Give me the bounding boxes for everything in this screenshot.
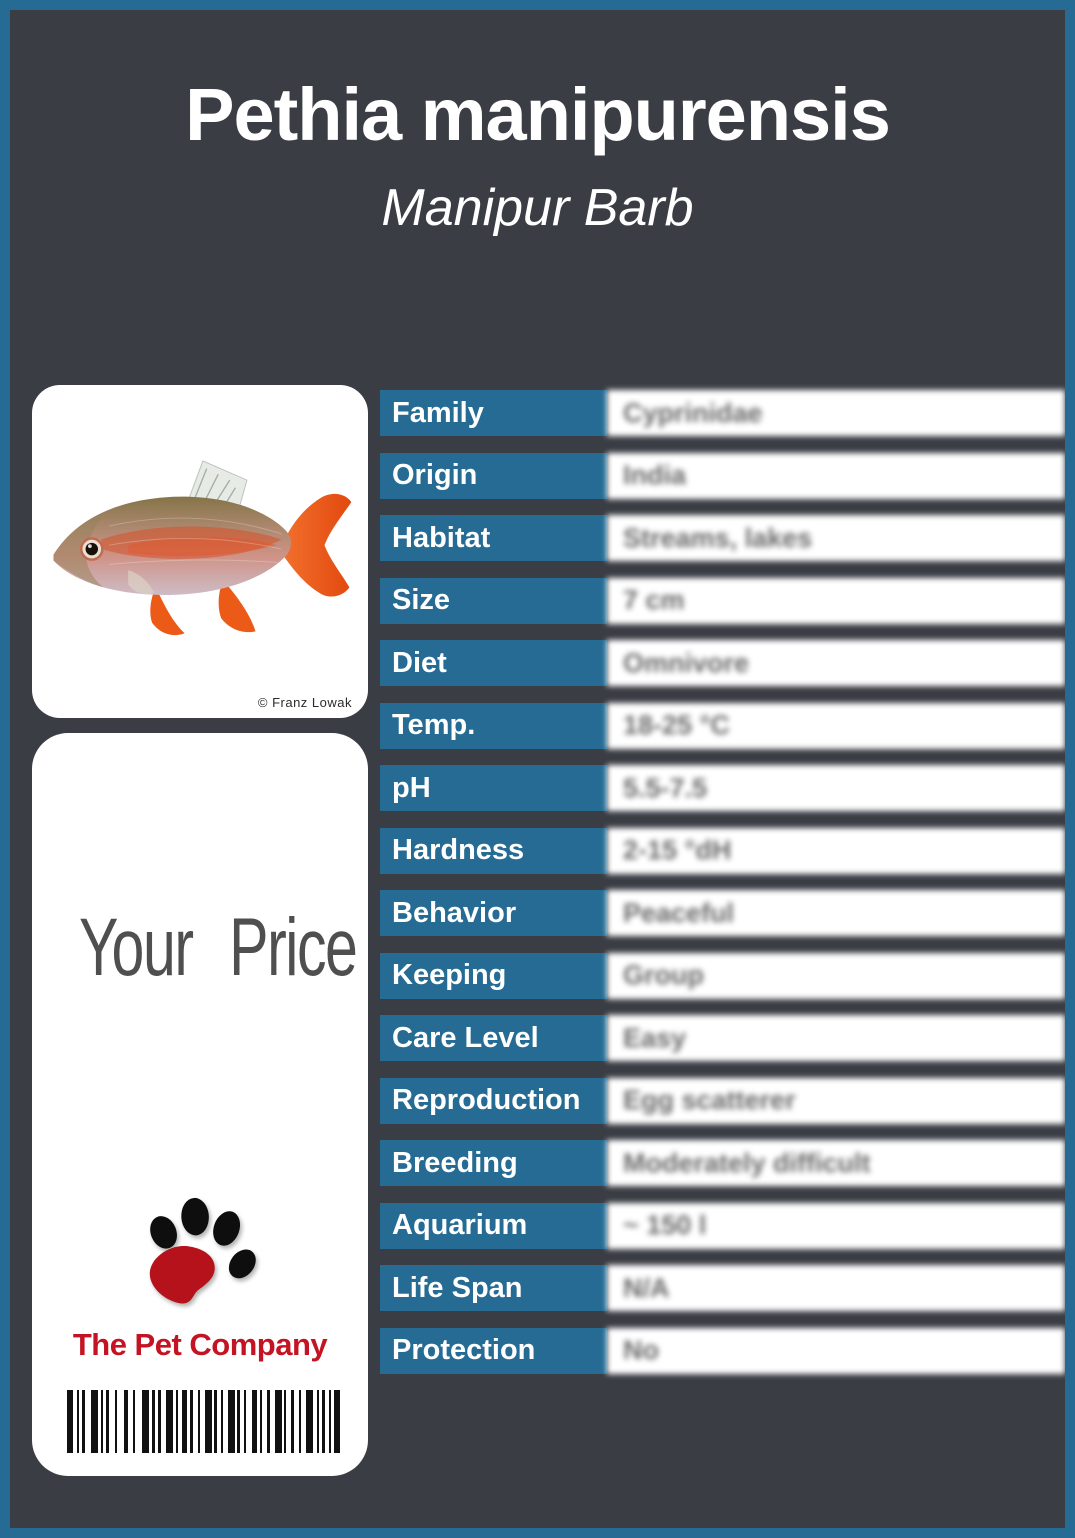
table-row: Aquarium ~ 150 l bbox=[380, 1202, 1065, 1249]
row-label: Origin bbox=[380, 452, 607, 499]
row-value: 2-15 °dH bbox=[607, 827, 1065, 874]
page-subtitle: Manipur Barb bbox=[381, 179, 694, 237]
table-row: pH 5.5-7.5 bbox=[380, 765, 1065, 811]
table-row: Care Level Easy bbox=[380, 1015, 1065, 1061]
row-label: Breeding bbox=[380, 1140, 607, 1186]
row-value: Omnivore bbox=[607, 640, 1065, 686]
row-value: Easy bbox=[607, 1015, 1065, 1061]
table-row: Keeping Group bbox=[380, 952, 1065, 999]
table-row: Origin India bbox=[380, 452, 1065, 499]
table-row: Habitat Streams, lakes bbox=[380, 515, 1065, 561]
table-row: Size 7 cm bbox=[380, 577, 1065, 624]
spec-table: Family Cyprinidae Origin India Habitat S… bbox=[380, 390, 1065, 1374]
table-row: Breeding Moderately difficult bbox=[380, 1140, 1065, 1186]
table-row: Life Span N/A bbox=[380, 1265, 1065, 1311]
row-label: Family bbox=[380, 390, 607, 436]
row-label: Protection bbox=[380, 1327, 607, 1374]
table-row: Family Cyprinidae bbox=[380, 390, 1065, 436]
price-card: Your Price The Pet Company bbox=[32, 733, 368, 1476]
row-value: N/A bbox=[607, 1265, 1065, 1311]
row-label: Behavior bbox=[380, 890, 607, 936]
row-label: pH bbox=[380, 765, 607, 811]
row-value: ~ 150 l bbox=[607, 1202, 1065, 1249]
row-label: Diet bbox=[380, 640, 607, 686]
row-value: Egg scatterer bbox=[607, 1077, 1065, 1124]
row-value: Streams, lakes bbox=[607, 515, 1065, 561]
table-row: Reproduction Egg scatterer bbox=[380, 1077, 1065, 1124]
paw-print-icon bbox=[149, 1197, 256, 1304]
photo-credit: © Franz Lowak bbox=[257, 695, 352, 710]
row-value: 5.5-7.5 bbox=[607, 765, 1065, 811]
row-label: Aquarium bbox=[380, 1202, 607, 1249]
row-value: 18-25 °C bbox=[607, 702, 1065, 749]
row-label: Reproduction bbox=[380, 1077, 607, 1124]
row-label: Temp. bbox=[380, 702, 607, 749]
table-row: Protection No bbox=[380, 1327, 1065, 1374]
table-row: Temp. 18-25 °C bbox=[380, 702, 1065, 749]
row-label: Hardness bbox=[380, 827, 607, 874]
row-label: Size bbox=[380, 577, 607, 624]
barcode bbox=[67, 1390, 340, 1453]
table-row: Behavior Peaceful bbox=[380, 890, 1065, 936]
row-value: Group bbox=[607, 952, 1065, 999]
page-title: Pethia manipurensis bbox=[185, 73, 891, 156]
row-value: No bbox=[607, 1327, 1065, 1374]
row-label: Habitat bbox=[380, 515, 607, 561]
your-price-label: Your Price bbox=[79, 902, 358, 993]
row-value: Moderately difficult bbox=[607, 1140, 1065, 1186]
brand-logo bbox=[32, 1193, 368, 1321]
row-label: Keeping bbox=[380, 952, 607, 999]
row-value: Cyprinidae bbox=[607, 390, 1065, 436]
row-value: 7 cm bbox=[607, 577, 1065, 624]
brand-name: The Pet Company bbox=[72, 1327, 328, 1362]
table-row: Diet Omnivore bbox=[380, 640, 1065, 686]
row-value: Peaceful bbox=[607, 890, 1065, 936]
fish-photo bbox=[53, 460, 352, 636]
row-label: Care Level bbox=[380, 1015, 607, 1061]
table-row: Hardness 2-15 °dH bbox=[380, 827, 1065, 874]
row-label: Life Span bbox=[380, 1265, 607, 1311]
fish-photo-card: © Franz Lowak bbox=[32, 385, 368, 718]
row-value: India bbox=[607, 452, 1065, 499]
